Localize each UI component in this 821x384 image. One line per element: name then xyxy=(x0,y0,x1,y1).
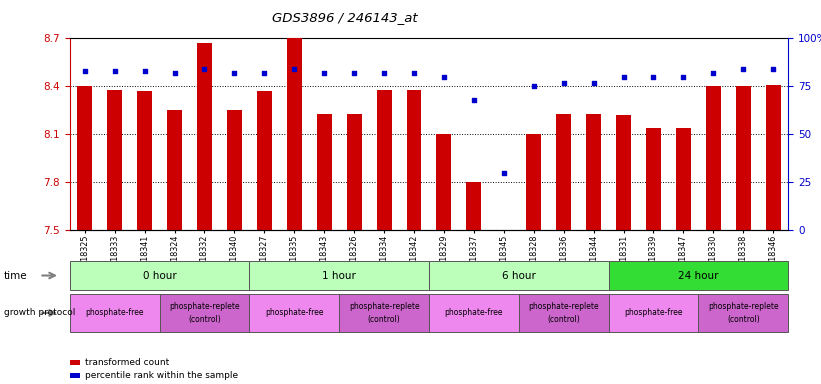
Text: time: time xyxy=(4,270,28,281)
Text: (control): (control) xyxy=(727,315,759,324)
Text: phosphate-free: phosphate-free xyxy=(445,308,503,318)
Bar xyxy=(526,134,541,230)
Text: phosphate-replete: phosphate-replete xyxy=(529,301,599,311)
Point xyxy=(138,68,151,74)
Point xyxy=(168,70,181,76)
Point xyxy=(557,79,571,86)
Point xyxy=(498,170,511,176)
Text: 6 hour: 6 hour xyxy=(502,270,536,281)
Point xyxy=(287,66,300,72)
Text: (control): (control) xyxy=(188,315,221,324)
Point xyxy=(407,70,420,76)
Text: phosphate-free: phosphate-free xyxy=(624,308,683,318)
Point xyxy=(527,83,540,89)
Bar xyxy=(646,128,661,230)
Point xyxy=(258,70,271,76)
Point xyxy=(347,70,360,76)
Point xyxy=(677,74,690,80)
Bar xyxy=(437,134,452,230)
Bar xyxy=(736,86,750,230)
Point xyxy=(736,66,750,72)
Bar xyxy=(137,91,152,230)
Text: percentile rank within the sample: percentile rank within the sample xyxy=(85,371,238,380)
Point xyxy=(467,97,480,103)
Text: GDS3896 / 246143_at: GDS3896 / 246143_at xyxy=(272,12,418,25)
Point xyxy=(108,68,122,74)
Point xyxy=(378,70,391,76)
Point xyxy=(707,70,720,76)
Bar xyxy=(676,128,691,230)
Text: 24 hour: 24 hour xyxy=(678,270,718,281)
Text: 0 hour: 0 hour xyxy=(143,270,177,281)
Point xyxy=(78,68,91,74)
Bar xyxy=(406,89,421,230)
Bar xyxy=(257,91,272,230)
Text: phosphate-free: phosphate-free xyxy=(265,308,323,318)
Point xyxy=(228,70,241,76)
Bar xyxy=(77,86,92,230)
Point xyxy=(617,74,630,80)
Text: growth protocol: growth protocol xyxy=(4,308,76,318)
Point xyxy=(198,66,211,72)
Bar xyxy=(197,43,212,230)
Bar xyxy=(377,89,392,230)
Bar xyxy=(167,110,182,230)
Bar xyxy=(706,86,721,230)
Bar xyxy=(317,114,332,230)
Bar xyxy=(616,115,631,230)
Bar xyxy=(108,89,122,230)
Point xyxy=(438,74,451,80)
Text: phosphate-replete: phosphate-replete xyxy=(708,301,778,311)
Bar xyxy=(227,110,242,230)
Text: phosphate-free: phosphate-free xyxy=(85,308,144,318)
Bar xyxy=(287,38,302,230)
Text: (control): (control) xyxy=(548,315,580,324)
Point xyxy=(587,79,600,86)
Point xyxy=(767,66,780,72)
Bar xyxy=(556,114,571,230)
Bar xyxy=(586,114,601,230)
Text: transformed count: transformed count xyxy=(85,358,169,367)
Text: (control): (control) xyxy=(368,315,401,324)
Text: 1 hour: 1 hour xyxy=(322,270,356,281)
Text: phosphate-replete: phosphate-replete xyxy=(169,301,240,311)
Point xyxy=(647,74,660,80)
Text: phosphate-replete: phosphate-replete xyxy=(349,301,420,311)
Point xyxy=(318,70,331,76)
Bar xyxy=(466,182,481,230)
Bar xyxy=(346,114,361,230)
Bar xyxy=(766,85,781,230)
